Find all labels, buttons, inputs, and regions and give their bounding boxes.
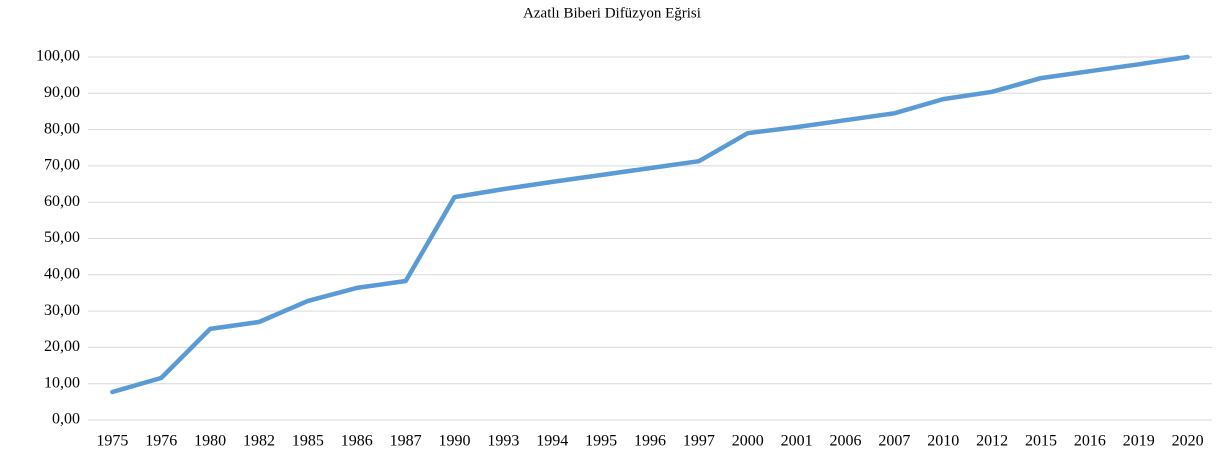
x-tick-label: 2012 xyxy=(976,433,1008,450)
y-tick-label: 60,00 xyxy=(44,193,80,210)
x-tick-label: 2016 xyxy=(1074,433,1106,450)
x-tick-label: 2006 xyxy=(829,433,861,450)
x-tick-label: 2020 xyxy=(1172,433,1204,450)
x-tick-label: 1985 xyxy=(292,433,324,450)
y-tick-label: 90,00 xyxy=(44,84,80,101)
y-tick-label: 50,00 xyxy=(44,229,80,246)
y-tick-label: 40,00 xyxy=(44,265,80,282)
x-tick-label: 1996 xyxy=(634,433,666,450)
y-tick-label: 10,00 xyxy=(44,374,80,391)
y-tick-label: 70,00 xyxy=(44,157,80,174)
x-tick-label: 2000 xyxy=(732,433,764,450)
x-tick-label: 1982 xyxy=(243,433,275,450)
x-tick-label: 1987 xyxy=(390,433,422,450)
y-tick-label: 20,00 xyxy=(44,338,80,355)
y-tick-label: 0,00 xyxy=(52,411,80,428)
x-tick-label: 1994 xyxy=(536,433,568,450)
x-tick-label: 2007 xyxy=(878,433,910,450)
data-line xyxy=(110,54,1190,395)
x-tick-label: 1975 xyxy=(96,433,128,450)
x-tick-label: 1976 xyxy=(145,433,177,450)
x-tick-label: 2019 xyxy=(1123,433,1155,450)
chart-title: Azatlı Biberi Difüzyon Eğrisi xyxy=(523,5,701,21)
x-tick-label: 2010 xyxy=(927,433,959,450)
x-tick-label: 1993 xyxy=(487,433,519,450)
x-tick-label: 1990 xyxy=(439,433,471,450)
x-tick-label: 1980 xyxy=(194,433,226,450)
x-tick-label: 2001 xyxy=(781,433,813,450)
y-tick-label: 30,00 xyxy=(44,302,80,319)
y-tick-label: 100,00 xyxy=(36,48,80,65)
y-tick-label: 80,00 xyxy=(44,120,80,137)
x-tick-label: 1997 xyxy=(683,433,715,450)
x-tick-label: 2015 xyxy=(1025,433,1057,450)
x-tick-label: 1995 xyxy=(585,433,617,450)
x-tick-label: 1986 xyxy=(341,433,373,450)
